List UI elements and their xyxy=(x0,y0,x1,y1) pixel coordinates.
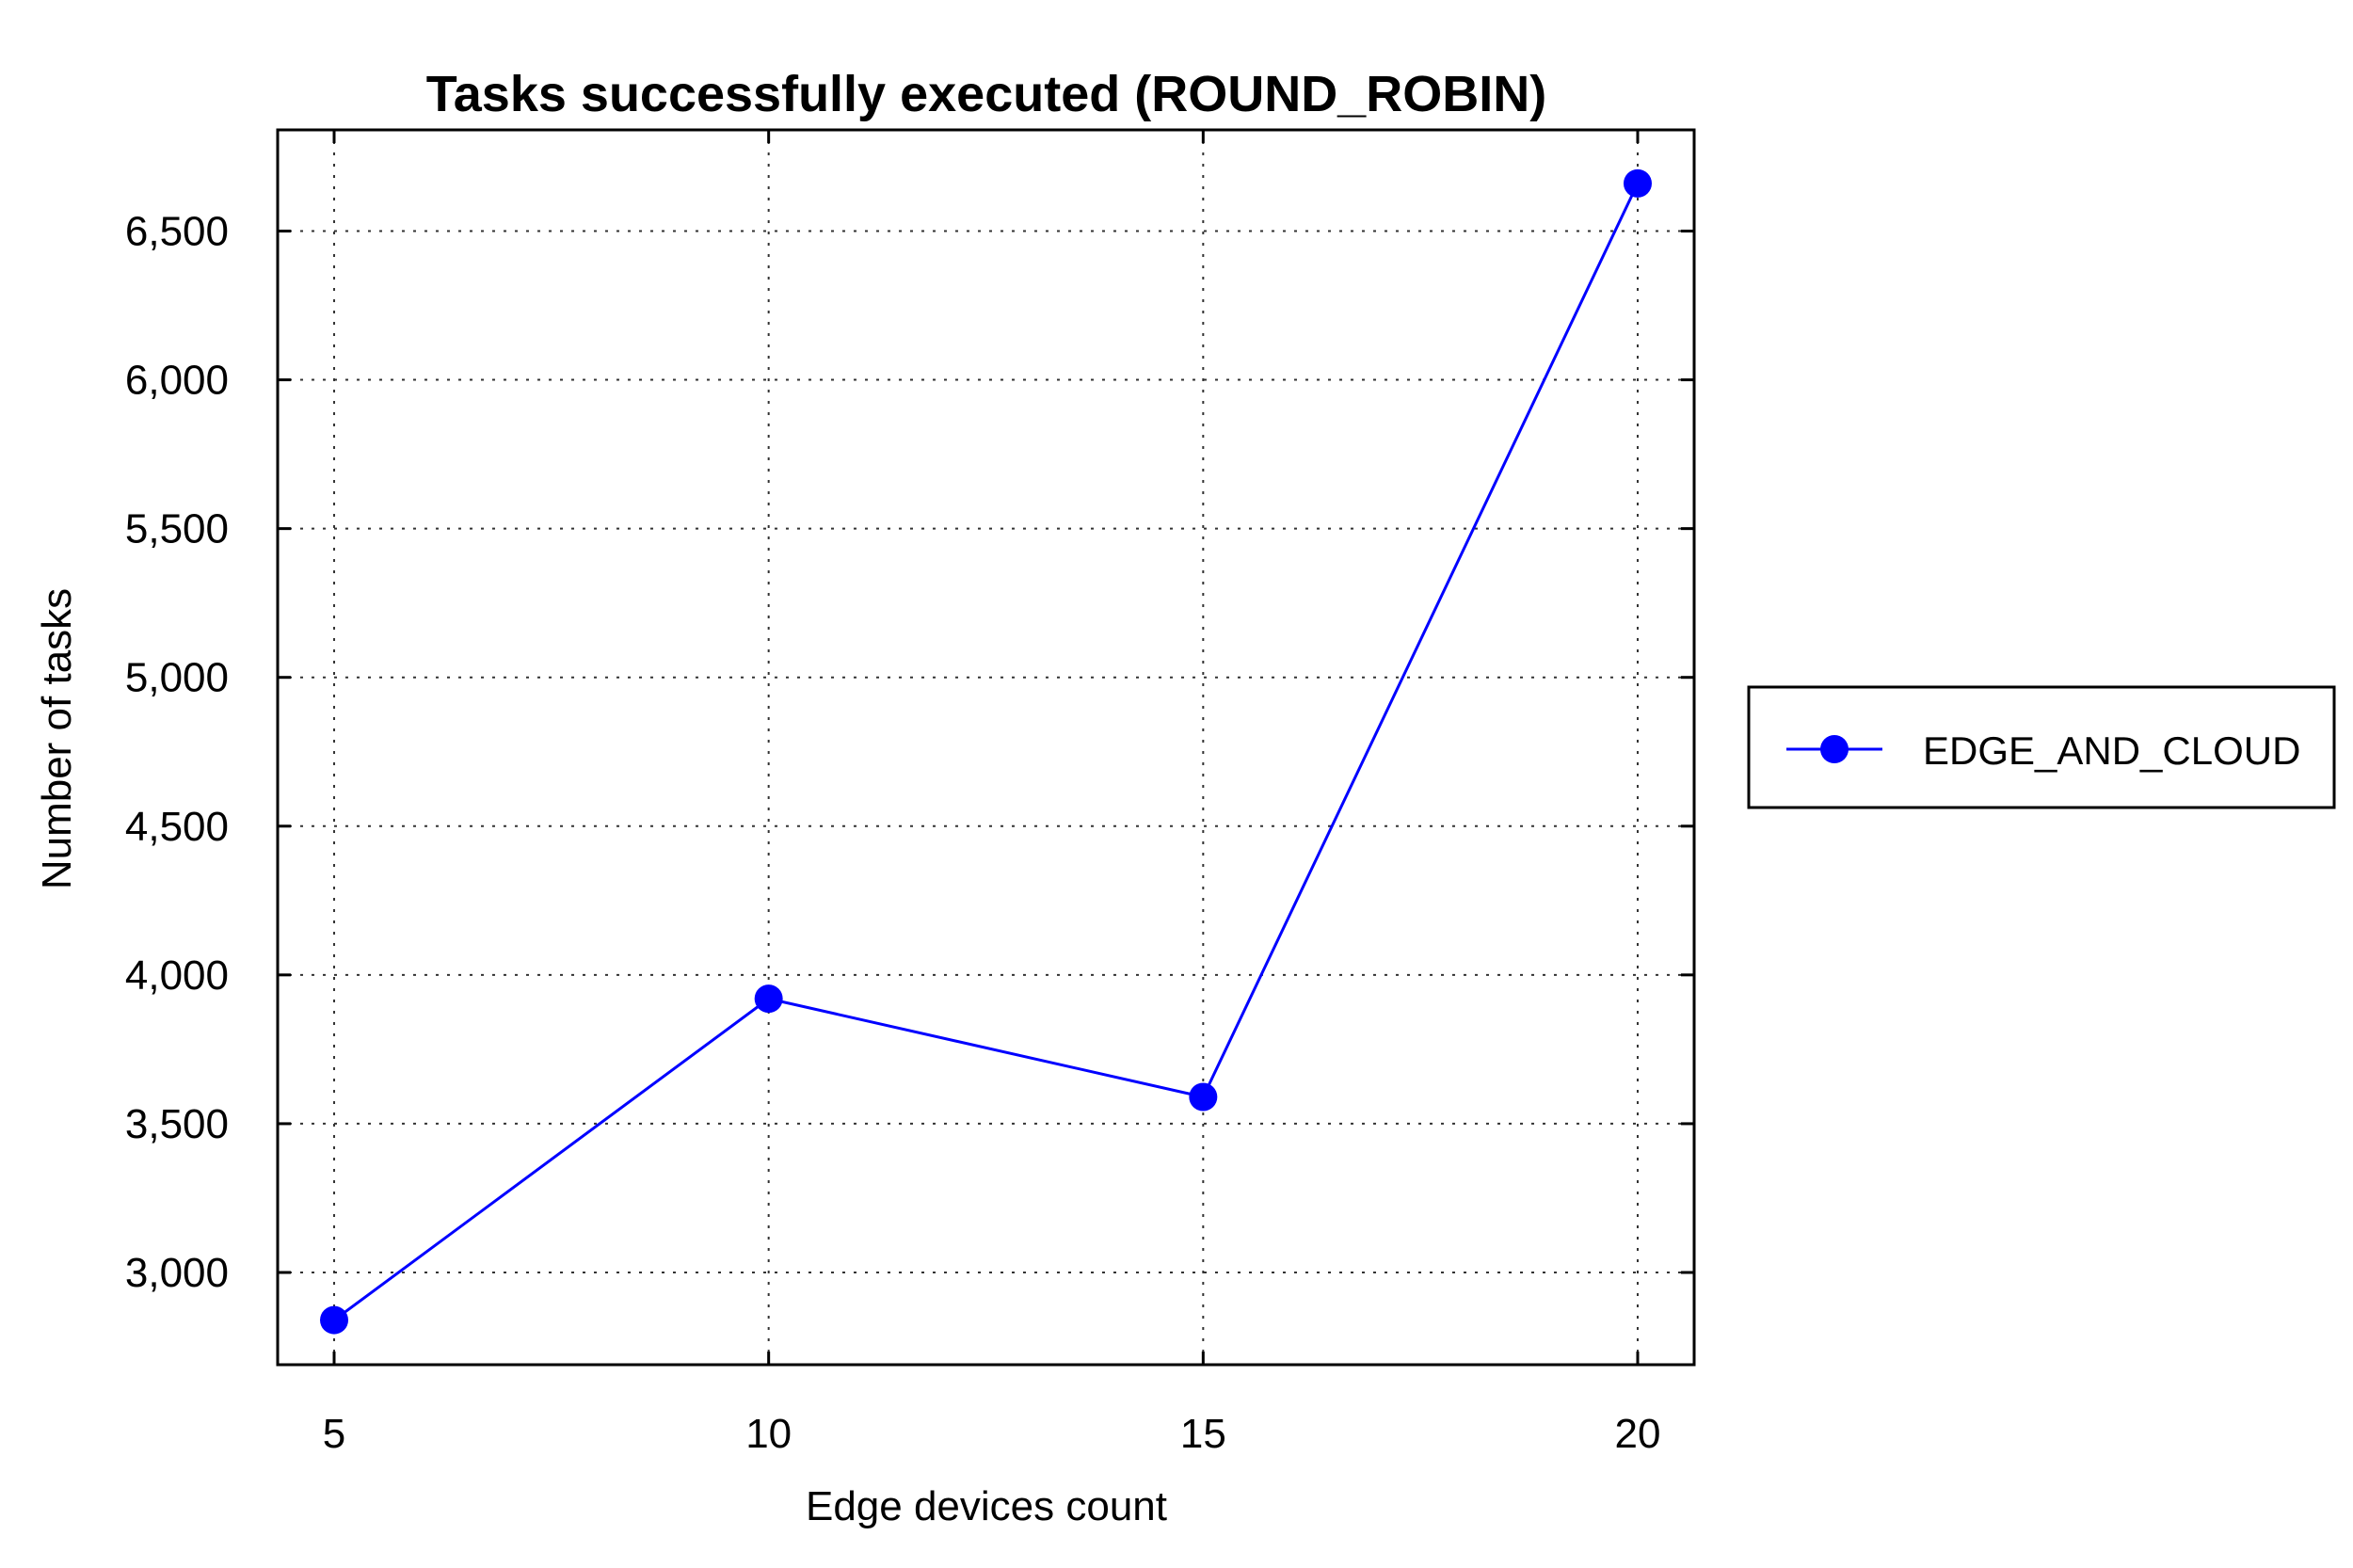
axis-ticks xyxy=(278,130,1694,1365)
data-point xyxy=(1623,168,1652,198)
chart-title: Tasks successfully executed (ROUND_ROBIN… xyxy=(426,66,1546,122)
y-tick-labels: 3,000 3,500 4,000 4,500 5,000 5,500 6,000 6,500 xyxy=(125,208,229,1296)
x-axis-label: Edge devices count xyxy=(806,1483,1167,1529)
x-tick-label: 10 xyxy=(745,1411,792,1457)
y-tick-label: 3,500 xyxy=(125,1101,229,1147)
y-tick-label: 4,000 xyxy=(125,952,229,999)
y-tick-label: 6,500 xyxy=(125,208,229,254)
x-tick-label: 20 xyxy=(1615,1411,1661,1457)
data-point xyxy=(1189,1082,1218,1112)
legend-label: EDGE_AND_CLOUD xyxy=(1923,728,2300,773)
data-point xyxy=(754,984,783,1014)
y-tick-label: 6,000 xyxy=(125,358,229,404)
x-tick-label: 5 xyxy=(323,1411,345,1457)
legend-box xyxy=(1747,685,2336,809)
data-point xyxy=(320,1305,349,1335)
x-tick-label: 15 xyxy=(1180,1411,1226,1457)
grid-lines xyxy=(278,130,1694,1365)
legend: EDGE_AND_CLOUD xyxy=(1747,685,2336,809)
y-tick-label: 5,000 xyxy=(125,655,229,701)
plot-frame xyxy=(276,128,1696,1367)
legend-marker xyxy=(1820,735,1849,763)
y-tick-label: 4,500 xyxy=(125,804,229,850)
series-layer xyxy=(320,168,1652,1335)
series-line xyxy=(333,183,1640,1321)
y-tick-label: 5,500 xyxy=(125,506,229,552)
x-tick-labels: 5 10 15 20 xyxy=(323,1411,1661,1457)
y-axis-label: Number of tasks xyxy=(34,588,80,889)
y-tick-label: 3,000 xyxy=(125,1250,229,1296)
